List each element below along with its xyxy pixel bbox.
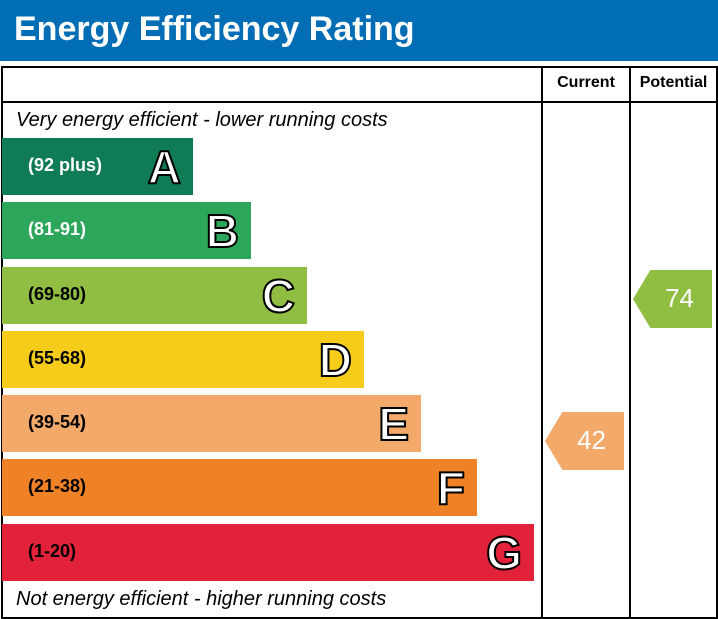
band-range: (1-20) [28, 541, 77, 561]
band-letter: B [205, 204, 240, 258]
divider [1, 101, 716, 103]
band-letter: C [261, 269, 296, 323]
top-caption: Very energy efficient - lower running co… [16, 109, 388, 131]
band-letter: G [485, 526, 523, 580]
band-range: (21-38) [28, 476, 87, 496]
potential-rating-arrow: 74 [633, 270, 712, 328]
column-potential: Potential [639, 74, 708, 91]
chart-title: Energy Efficiency Rating [14, 10, 415, 48]
current-rating-arrow: 42 [545, 412, 624, 470]
band-range: (92 plus) [28, 155, 103, 175]
band-F: (21-38) F [2, 459, 477, 516]
band-letter: E [377, 397, 410, 451]
band-range: (81-91) [28, 219, 87, 239]
band-B: (81-91) B [2, 202, 251, 259]
band-range: (39-54) [28, 412, 87, 432]
rating-value: 74 [665, 283, 694, 313]
band-letter: A [147, 140, 182, 194]
band-E: (39-54) E [2, 395, 421, 452]
column-current: Current [557, 74, 615, 91]
band-A: (92 plus) A [2, 138, 193, 195]
band-letter: D [318, 333, 353, 387]
divider [541, 66, 543, 619]
rating-value: 42 [577, 425, 606, 455]
band-range: (69-80) [28, 284, 87, 304]
band-D: (55-68) D [2, 331, 364, 388]
band-range: (55-68) [28, 348, 87, 368]
band-letter: F [436, 461, 466, 515]
band-C: (69-80) C [2, 267, 307, 324]
divider [629, 66, 631, 619]
header: Energy Efficiency Rating [0, 0, 718, 61]
band-G: (1-20) G [2, 524, 534, 581]
bottom-caption: Not energy efficient - higher running co… [16, 588, 387, 610]
